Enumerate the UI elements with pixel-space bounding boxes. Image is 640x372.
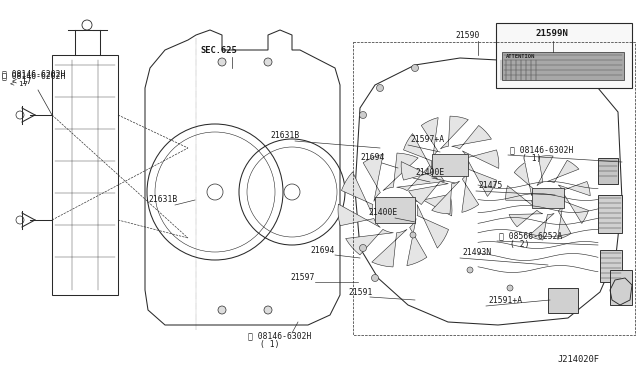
Polygon shape: [462, 150, 499, 169]
Circle shape: [264, 306, 272, 314]
Polygon shape: [468, 161, 497, 196]
Bar: [598, 158, 618, 184]
Text: 21400E: 21400E: [415, 168, 444, 177]
Polygon shape: [557, 206, 571, 239]
Text: 21597: 21597: [290, 273, 314, 282]
Text: Ⓑ 08146-6302H: Ⓑ 08146-6302H: [248, 331, 312, 340]
Polygon shape: [509, 210, 543, 227]
Text: 21591+A: 21591+A: [488, 296, 522, 305]
Text: 21694: 21694: [360, 153, 385, 162]
Polygon shape: [372, 229, 407, 267]
Polygon shape: [363, 154, 383, 202]
Text: ( 2): ( 2): [510, 240, 529, 249]
Text: ( 1): ( 1): [260, 340, 280, 349]
Text: 21590: 21590: [455, 31, 479, 40]
Polygon shape: [537, 156, 553, 186]
Polygon shape: [410, 193, 452, 216]
Text: Ⓑ 08146-6302H: Ⓑ 08146-6302H: [510, 145, 573, 154]
Polygon shape: [401, 161, 438, 180]
Polygon shape: [452, 125, 492, 149]
Bar: [600, 250, 622, 282]
Text: ( 1): ( 1): [522, 154, 541, 163]
Text: SEC.625: SEC.625: [200, 46, 237, 55]
Polygon shape: [403, 134, 432, 169]
Text: 21400E: 21400E: [368, 208, 397, 217]
Text: 21631B: 21631B: [270, 131, 300, 140]
Text: ATTENTION: ATTENTION: [506, 54, 535, 59]
Circle shape: [376, 84, 383, 92]
Text: < 17: < 17: [12, 77, 31, 86]
Text: 21493N: 21493N: [462, 248, 492, 257]
Circle shape: [412, 64, 419, 71]
Circle shape: [507, 285, 513, 291]
Text: 21597+A: 21597+A: [410, 135, 444, 144]
Circle shape: [383, 198, 389, 204]
Text: 21475: 21475: [478, 181, 502, 190]
Text: 21591: 21591: [348, 288, 372, 297]
Text: Ⓑ 08146-6202H: Ⓑ 08146-6202H: [2, 71, 65, 80]
Polygon shape: [407, 218, 427, 266]
Text: < 17: < 17: [10, 81, 28, 87]
Bar: [496, 23, 632, 88]
Polygon shape: [417, 205, 449, 248]
Circle shape: [360, 244, 367, 251]
Polygon shape: [462, 172, 479, 212]
Polygon shape: [346, 229, 394, 255]
Polygon shape: [421, 118, 438, 158]
Polygon shape: [514, 163, 534, 196]
Polygon shape: [529, 214, 554, 240]
Bar: [532, 188, 564, 208]
Polygon shape: [564, 195, 588, 224]
Text: Ⓑ 08146-6202H: Ⓑ 08146-6202H: [2, 69, 65, 78]
Circle shape: [371, 275, 378, 282]
Polygon shape: [558, 182, 590, 196]
Circle shape: [218, 306, 226, 314]
Polygon shape: [440, 116, 468, 149]
Circle shape: [218, 58, 226, 66]
Bar: [498, 60, 542, 80]
Circle shape: [542, 75, 548, 81]
Circle shape: [360, 112, 367, 119]
Circle shape: [385, 200, 405, 220]
Bar: [375, 197, 415, 223]
Circle shape: [540, 190, 556, 206]
Text: J214020F: J214020F: [558, 355, 600, 364]
Bar: [548, 288, 578, 313]
Text: Ⓢ 08566-6252A: Ⓢ 08566-6252A: [499, 231, 563, 240]
Polygon shape: [547, 160, 579, 183]
Text: 21694: 21694: [310, 246, 334, 255]
Text: 21599N: 21599N: [535, 29, 568, 38]
Polygon shape: [338, 204, 380, 227]
Bar: [610, 270, 632, 305]
Circle shape: [467, 267, 473, 273]
Text: 21631B: 21631B: [148, 195, 177, 204]
Bar: [432, 154, 468, 176]
Bar: [502, 52, 624, 80]
Polygon shape: [432, 181, 460, 214]
Circle shape: [410, 232, 416, 238]
Circle shape: [264, 58, 272, 66]
Polygon shape: [397, 165, 444, 191]
Polygon shape: [506, 186, 534, 207]
Polygon shape: [341, 172, 373, 215]
Bar: [598, 195, 622, 233]
Circle shape: [441, 156, 459, 174]
Polygon shape: [408, 181, 449, 205]
Polygon shape: [383, 153, 418, 191]
